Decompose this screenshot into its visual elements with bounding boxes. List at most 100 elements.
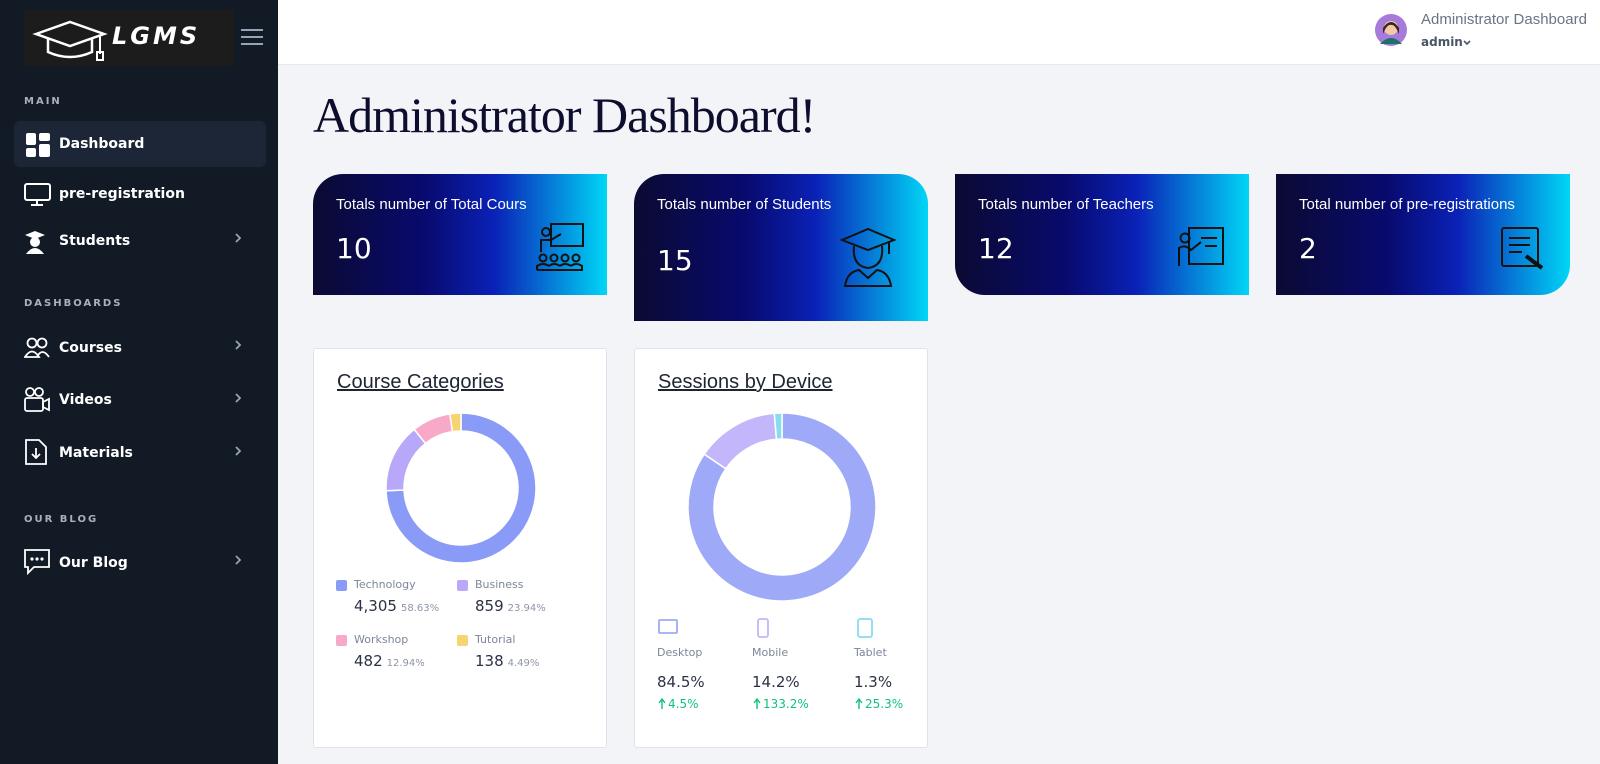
stat-card: Totals number of Students 15 (634, 174, 928, 321)
donut-segment (687, 412, 877, 602)
legend-value: 138 (475, 652, 504, 670)
nav-item[interactable]: Videos (59, 392, 112, 408)
legend-label: Technology (354, 578, 416, 591)
donut-chart (687, 412, 877, 602)
nav-item[interactable]: Materials (59, 445, 133, 461)
legend-percent: 4.49% (507, 658, 540, 669)
legend-label: Tutorial (475, 633, 516, 646)
device-label: Desktop (657, 646, 703, 659)
device-label: Mobile (752, 646, 789, 659)
chart-panel: Sessions by Device Desktop 84.5% 4.5% Mobil… (634, 348, 928, 748)
chevron (235, 446, 242, 456)
device-change: 25.3% (865, 697, 904, 711)
nav-item[interactable]: pre-registration (59, 186, 185, 202)
legend-row: 4,305 58.63% (354, 596, 439, 615)
nav-icon (24, 183, 51, 206)
device-change: 133.2% (763, 697, 809, 711)
legend-label: Business (475, 578, 524, 591)
card-icon (839, 227, 897, 287)
section-label: DASHBOARDS (24, 298, 123, 309)
nav-item[interactable]: Courses (59, 340, 122, 356)
stat-card: Totals number of Teachers 12 (955, 174, 1249, 295)
menu-toggle[interactable] (241, 28, 263, 46)
nav-icon (25, 439, 47, 465)
device-value: 84.5% (657, 673, 705, 691)
nav-item[interactable]: Our Blog (59, 555, 128, 571)
section-label: MAIN (24, 96, 62, 107)
nav-icon (24, 337, 50, 358)
nav-icon (24, 387, 50, 412)
device-icon (757, 618, 769, 638)
active-item-bg (14, 121, 266, 167)
donut-segment (703, 412, 778, 470)
device-icon-shape (857, 618, 873, 638)
device-icon-shape (658, 619, 678, 634)
legend-percent: 58.63% (400, 603, 440, 614)
nav-item[interactable]: Dashboard (59, 136, 145, 152)
legend-percent: 23.94% (507, 603, 546, 614)
device-icon (658, 619, 678, 634)
nav-icon (26, 133, 50, 157)
card-icon (536, 223, 584, 271)
chevron (235, 340, 242, 350)
donut-segment (448, 412, 462, 433)
legend-swatch (336, 580, 347, 591)
legend-swatch (336, 635, 347, 646)
logo[interactable] (24, 10, 234, 66)
page-title: Administrator Dashboard! (313, 87, 816, 143)
nav-icon (25, 231, 45, 254)
up-arrow-shape (753, 698, 761, 709)
card-title: Total number of pre-registrations (1299, 196, 1515, 213)
card-icon (1178, 227, 1224, 266)
stat-card: Totals number of Total Cours 10 (313, 174, 607, 295)
legend-row: 859 23.94% (475, 596, 546, 615)
logo-icon (32, 20, 108, 61)
section-label: OUR BLOG (24, 514, 99, 525)
card-title: Totals number of Students (657, 196, 832, 213)
legend-percent: 12.94% (386, 658, 425, 669)
avatar[interactable] (1375, 14, 1407, 46)
up-arrow (658, 698, 666, 709)
chart-title: Course Categories (337, 371, 504, 393)
chevron (235, 393, 242, 403)
up-arrow (753, 698, 761, 709)
device-icon (857, 618, 873, 638)
stat-card: Total number of pre-registrations 2 (1276, 174, 1570, 295)
user-chevron (1463, 40, 1471, 46)
legend-value: 482 (354, 652, 383, 670)
device-value: 14.2% (752, 673, 800, 691)
nav-icon (24, 549, 50, 575)
header-title: Administrator Dashboard (1421, 11, 1587, 28)
nav-item[interactable]: Students (59, 233, 131, 249)
chevron (235, 233, 242, 243)
legend-value: 4,305 (354, 597, 397, 615)
device-change: 4.5% (668, 697, 699, 711)
card-value: 12 (978, 232, 1014, 265)
chart-title: Sessions by Device (658, 371, 833, 393)
card-value: 2 (1299, 232, 1317, 265)
donut-segment (385, 428, 427, 492)
chart-panel: Course Categories Technology 4,305 58.63% B… (313, 348, 607, 748)
up-arrow-shape (855, 698, 863, 709)
legend-swatch (457, 635, 468, 646)
card-title: Totals number of Teachers (978, 196, 1154, 213)
up-arrow (855, 698, 863, 709)
device-value: 1.3% (854, 673, 893, 691)
chevron (235, 555, 242, 565)
legend-row: 482 12.94% (354, 651, 425, 670)
up-arrow-shape (658, 698, 666, 709)
card-title: Totals number of Total Cours (336, 196, 527, 213)
header-user[interactable]: admin (1421, 35, 1463, 49)
donut-chart (385, 412, 537, 564)
device-icon-shape (757, 618, 769, 638)
logo-text: LGMS (112, 22, 201, 50)
donut-segment (773, 412, 783, 441)
legend-value: 859 (475, 597, 504, 615)
sidebar: LGMS MAIN Dashboard pre-registration Stu… (0, 0, 278, 764)
card-value: 15 (657, 244, 693, 277)
card-value: 10 (336, 232, 372, 265)
legend-swatch (457, 580, 468, 591)
legend-label: Workshop (354, 633, 409, 646)
donut-segment (385, 412, 537, 564)
